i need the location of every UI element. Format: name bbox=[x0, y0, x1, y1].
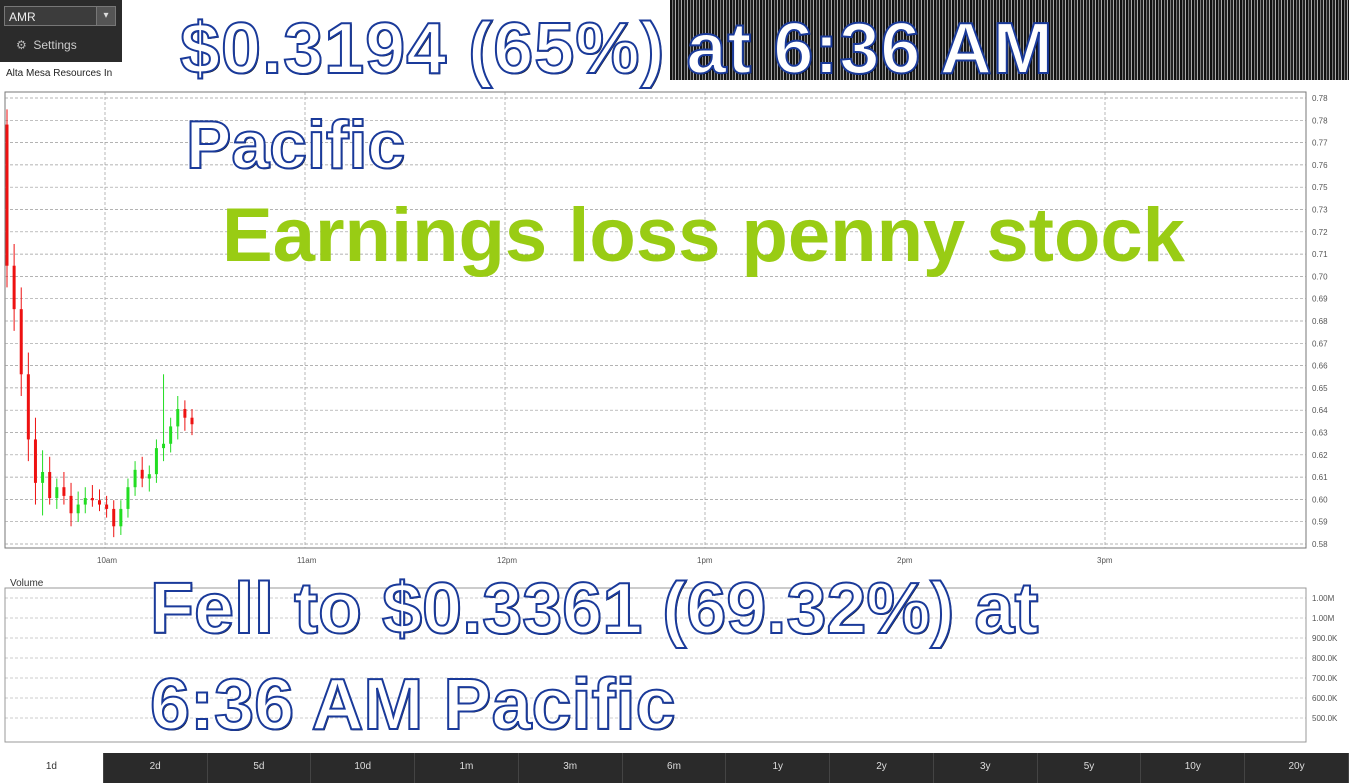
volume-label: Volume bbox=[10, 578, 44, 589]
y-tick-label: 0.78 bbox=[1312, 116, 1328, 125]
settings-label: Settings bbox=[33, 38, 77, 52]
volume-tick-label: 900.0K bbox=[1312, 634, 1338, 643]
candle-body bbox=[169, 426, 173, 444]
candle-body bbox=[126, 487, 130, 509]
range-button-1d[interactable]: 1d bbox=[0, 753, 104, 783]
candle-body bbox=[41, 472, 45, 483]
y-tick-label: 0.61 bbox=[1312, 473, 1328, 482]
candle-body bbox=[55, 487, 59, 499]
range-button-5d[interactable]: 5d bbox=[208, 753, 312, 783]
y-tick-label: 0.58 bbox=[1312, 540, 1328, 549]
volume-tick-label: 1.00M bbox=[1312, 594, 1335, 603]
gear-icon: ⚙ bbox=[16, 38, 27, 52]
y-tick-label: 0.62 bbox=[1312, 451, 1328, 460]
candle-body bbox=[26, 374, 30, 440]
candle-body bbox=[140, 469, 144, 479]
y-tick-label: 0.67 bbox=[1312, 339, 1328, 348]
candle-body bbox=[190, 417, 194, 425]
candle-body bbox=[19, 309, 23, 375]
tag-line: Earnings loss penny stock bbox=[222, 193, 1185, 278]
candle-body bbox=[12, 265, 16, 310]
range-button-1m[interactable]: 1m bbox=[415, 753, 519, 783]
range-button-2y[interactable]: 2y bbox=[830, 753, 934, 783]
candle-body bbox=[62, 487, 66, 496]
candle-body bbox=[98, 500, 101, 505]
candle-body bbox=[176, 409, 180, 427]
y-tick-label: 0.75 bbox=[1312, 183, 1328, 192]
price-chart: 0.78 0.78 0.77 0.76 0.75 0.73 0.72 0.71 0.70 0.69… bbox=[4, 91, 1338, 743]
symbol-select[interactable]: AMR ▾ bbox=[4, 6, 116, 26]
volume-tick-label: 600.0K bbox=[1312, 694, 1338, 703]
y-tick-label: 0.66 bbox=[1312, 362, 1328, 371]
candle-body bbox=[105, 504, 109, 509]
x-tick-label: 11am bbox=[297, 556, 317, 565]
candle-body bbox=[33, 439, 37, 483]
range-selector: 1d 2d 5d 10d 1m 3m 6m 1y 2y 3y 5y 10y 20y bbox=[0, 753, 1349, 783]
y-tick-label: 0.64 bbox=[1312, 406, 1328, 415]
volume-tick-label: 1.00M bbox=[1312, 614, 1335, 623]
y-tick-label: 0.60 bbox=[1312, 495, 1328, 504]
candle-body bbox=[69, 495, 73, 514]
plot-frame bbox=[4, 91, 1307, 549]
y-tick-label: 0.65 bbox=[1312, 384, 1328, 393]
candle-body bbox=[5, 124, 9, 266]
range-button-10y[interactable]: 10y bbox=[1141, 753, 1246, 783]
volume-frame bbox=[4, 587, 1307, 743]
y-tick-label: 0.78 bbox=[1312, 94, 1328, 103]
y-tick-label: 0.71 bbox=[1312, 250, 1328, 259]
range-button-1y[interactable]: 1y bbox=[726, 753, 831, 783]
range-button-20y[interactable]: 20y bbox=[1245, 753, 1349, 783]
range-button-3m[interactable]: 3m bbox=[519, 753, 623, 783]
range-button-2d[interactable]: 2d bbox=[104, 753, 208, 783]
candle-body bbox=[90, 498, 94, 501]
drop-line2: 6:36 AM Pacific bbox=[149, 665, 677, 745]
volume-tick-label: 700.0K bbox=[1312, 674, 1338, 683]
x-tick-label: 2pm bbox=[897, 556, 913, 565]
headline-line2: Pacific bbox=[185, 107, 406, 183]
range-button-5y[interactable]: 5y bbox=[1038, 753, 1142, 783]
x-tick-label: 1pm bbox=[697, 556, 713, 565]
x-tick-label: 10am bbox=[97, 556, 117, 565]
settings-button[interactable]: ⚙ Settings bbox=[16, 38, 77, 52]
chevron-down-icon[interactable]: ▾ bbox=[96, 7, 115, 25]
x-tick-label: 3pm bbox=[1097, 556, 1113, 565]
y-tick-label: 0.70 bbox=[1312, 272, 1328, 281]
candle-body bbox=[119, 508, 123, 527]
y-tick-label: 0.73 bbox=[1312, 206, 1328, 215]
symbol-value: AMR bbox=[9, 10, 36, 24]
candle-body bbox=[133, 469, 137, 488]
candle-body bbox=[154, 448, 158, 475]
y-tick-label: 0.72 bbox=[1312, 228, 1328, 237]
volume-tick-label: 500.0K bbox=[1312, 714, 1338, 723]
y-tick-label: 0.76 bbox=[1312, 161, 1328, 170]
drop-line1: Fell to $0.3361 (69.32%) at bbox=[149, 569, 1039, 649]
candle-body bbox=[147, 474, 151, 479]
x-tick-label: 12pm bbox=[497, 556, 517, 565]
y-tick-label: 0.63 bbox=[1312, 429, 1328, 438]
y-tick-label: 0.69 bbox=[1312, 295, 1328, 304]
range-button-10d[interactable]: 10d bbox=[311, 753, 416, 783]
y-tick-label: 0.77 bbox=[1312, 139, 1328, 148]
candle-body bbox=[162, 443, 166, 449]
company-name: Alta Mesa Resources In bbox=[6, 68, 113, 79]
y-tick-label: 0.68 bbox=[1312, 317, 1328, 326]
headline-line1: $0.3194 (65%) at 6:36 AM bbox=[179, 9, 1054, 89]
candle-body bbox=[183, 409, 187, 418]
candle-body bbox=[112, 508, 116, 527]
range-button-6m[interactable]: 6m bbox=[623, 753, 727, 783]
candle-body bbox=[48, 472, 52, 499]
y-tick-label: 0.59 bbox=[1312, 518, 1328, 527]
noisy-header-background bbox=[670, 0, 1349, 80]
range-button-3y[interactable]: 3y bbox=[934, 753, 1038, 783]
candle-body bbox=[76, 504, 80, 514]
volume-tick-label: 800.0K bbox=[1312, 654, 1338, 663]
candle-body bbox=[83, 498, 87, 505]
toolbar: AMR ▾ ⚙ Settings bbox=[0, 0, 122, 62]
